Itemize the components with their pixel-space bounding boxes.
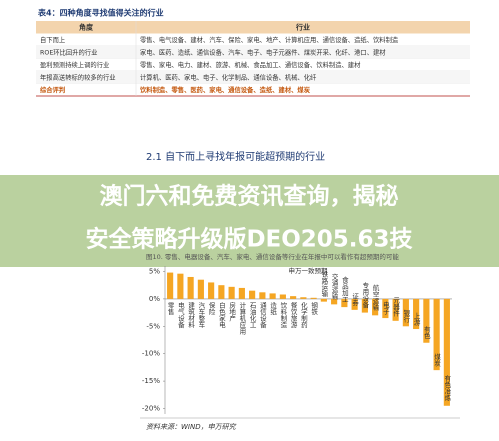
y-tick-label: 5% — [149, 267, 160, 275]
x-tick-label: 有色冶炼 — [443, 373, 451, 402]
source: 资料来源：WIND，申万研究 — [146, 423, 237, 431]
x-tick-label: 证券 — [351, 293, 359, 308]
section-title: 2.1 自下而上寻找年报可能超预期的行业 — [146, 150, 325, 163]
bar — [413, 298, 420, 330]
bar — [249, 290, 256, 299]
x-tick-label: 银行 — [402, 308, 410, 324]
bar — [392, 298, 399, 321]
bar — [290, 296, 297, 299]
bar — [218, 285, 225, 299]
x-tick-label: 有色 — [422, 324, 430, 339]
bar — [341, 298, 348, 308]
x-tick-label: 交通运输 — [330, 272, 338, 301]
x-tick-label: 白色家电 — [217, 301, 225, 329]
x-tick-label: 元器件 — [392, 297, 400, 318]
x-tick-label: 食品加工 — [340, 275, 348, 303]
x-tick-label: 煤炭 — [433, 352, 441, 368]
table-row — [36, 71, 470, 84]
bar — [331, 298, 338, 305]
x-tick-label: 造纸 — [269, 301, 277, 317]
x-tick-label: 保险 — [207, 301, 215, 317]
table-cell: ROE环比回升的行业 — [40, 47, 97, 56]
bar — [197, 279, 204, 299]
bar — [382, 298, 389, 319]
bar — [300, 297, 307, 299]
bar — [310, 297, 317, 299]
table-title: 表4：四种角度寻找值得关注的行业 — [37, 8, 164, 18]
bar — [402, 298, 409, 327]
bar — [433, 298, 440, 371]
banner-line: 澳门六和免费资讯查询，揭秘 — [100, 183, 399, 210]
x-tick-label: 航空运输 — [371, 283, 379, 312]
x-tick-label: 石油化工 — [248, 302, 256, 329]
table-cell: 年报高送转标的较多的行业 — [40, 72, 116, 81]
x-tick-label: 专用设备 — [361, 280, 369, 309]
bar — [167, 272, 174, 299]
table-cell: 盈利预测持续上调的行业 — [40, 60, 109, 69]
table-cell: 饮料制造、零售、医药、家电、通信设备、造纸、建材、煤炭 — [139, 85, 311, 94]
bar — [443, 298, 450, 406]
bar — [177, 273, 184, 299]
table-row — [36, 83, 470, 96]
bar — [372, 298, 379, 316]
table-row — [36, 46, 470, 59]
bar — [361, 298, 368, 313]
bar — [279, 294, 286, 299]
banner-line: 安全策略升级版DEO205.63技 — [85, 226, 413, 253]
x-tick-label: 餐饮旅游 — [289, 301, 297, 330]
y-tick-label: 0% — [149, 295, 160, 303]
table-cell: 计算机、医药、家电、电子、化学制品、通信设备、机械、化纤 — [140, 72, 317, 81]
bar — [320, 298, 327, 302]
table-cell: 零售、家电、电力、建材、旅游、机械、食品加工、通信设备、饮料制造、建材 — [140, 60, 361, 69]
table-cell: 综合评判 — [40, 85, 65, 94]
x-tick-label: 上游 — [412, 311, 420, 327]
figure-caption: 图10. 零售、电器设备、汽车、家电、通信设备等行业在年报中可以看作有超预期的可… — [146, 252, 399, 261]
chart: 申万一致预期 5% 0% -5% -10% -15% -20% 零售 电气设备 建筑材料 汽车整车保… — [142, 266, 452, 414]
bar — [259, 292, 266, 299]
bar — [187, 276, 194, 299]
table-cell: 零售、电气设备、建材、汽车、保险、家电、地产、计算机应用、通信设备、造纸、饮料制… — [140, 35, 399, 44]
bar — [238, 287, 245, 299]
header-cell: 角度 — [79, 22, 94, 31]
x-tick-label: 通信设备 — [258, 301, 266, 330]
x-tick-label: 铁路运输 — [320, 269, 328, 298]
x-tick-label: 建筑材料 — [187, 301, 195, 330]
table-cell: 家电、医药、造纸、通信设备、汽车、电子、电子元器件、煤炭开采、化纤、港口、建材 — [140, 47, 386, 56]
x-tick-label: 钢铁 — [310, 302, 318, 317]
table-row — [36, 33, 470, 46]
x-tick-label: 电气设备 — [176, 301, 184, 330]
x-tick-label: 房地产 — [228, 301, 236, 323]
table-cell: 自下而上 — [40, 35, 65, 44]
y-tick-label: -15% — [142, 377, 160, 385]
bar — [351, 298, 358, 310]
x-tick-label: 化学制药 — [299, 301, 307, 330]
x-tick-label: 饮料制造 — [279, 301, 287, 330]
header-row — [36, 21, 470, 34]
x-tick-label: 计算机应用 — [238, 301, 246, 336]
table-row — [36, 58, 470, 71]
header-cell: 行业 — [295, 22, 310, 31]
x-tick-label: 电子 — [381, 300, 389, 315]
bar — [208, 282, 215, 299]
bar — [269, 293, 276, 299]
x-tick-label: 汽车整车 — [197, 301, 205, 330]
y-tick-label: -20% — [142, 405, 160, 413]
y-tick-label: -10% — [142, 350, 160, 358]
y-tick-label: -5% — [146, 322, 160, 330]
legend-label: 申万一致预期 — [289, 266, 329, 275]
bar — [228, 286, 235, 299]
x-tick-label: 零售 — [166, 302, 174, 317]
banner-band — [0, 175, 499, 267]
bar — [423, 298, 430, 343]
